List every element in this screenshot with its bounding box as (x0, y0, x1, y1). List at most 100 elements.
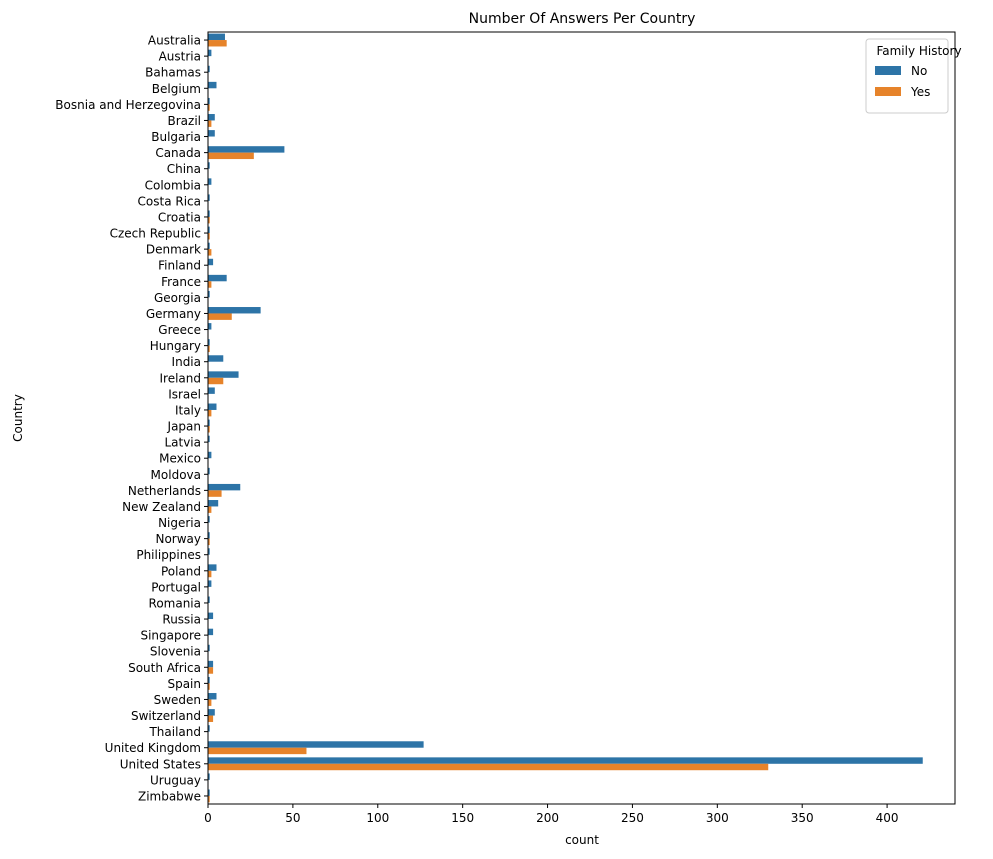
y-tick-label: Israel (168, 387, 201, 401)
y-tick-label: Germany (146, 307, 201, 321)
y-tick-label: Japan (167, 420, 201, 434)
bar (208, 120, 212, 127)
y-tick-label: Bosnia and Herzegovina (55, 98, 201, 112)
bar (208, 313, 232, 320)
bar (208, 612, 214, 620)
y-tick-label: Latvia (164, 436, 201, 450)
y-tick-label: South Africa (128, 661, 201, 675)
y-tick-label: Netherlands (128, 484, 201, 498)
bar (208, 548, 210, 555)
bar (208, 194, 210, 201)
y-tick-label: Austria (159, 50, 201, 64)
y-tick-label: Bahamas (145, 66, 201, 80)
x-tick-label: 200 (536, 811, 559, 825)
y-tick-label: China (167, 162, 201, 176)
bar (208, 387, 215, 394)
x-tick-label: 250 (621, 811, 644, 825)
x-axis-label: count (565, 833, 599, 847)
x-axis: 0 50 100 150 200 250 300 350 400 (204, 804, 899, 825)
x-tick-label: 300 (706, 811, 729, 825)
y-tick-label: Czech Republic (110, 227, 201, 241)
y-tick-label: France (161, 275, 201, 289)
bar (208, 596, 210, 603)
y-tick-label: Croatia (158, 210, 201, 224)
y-tick-label: Finland (158, 259, 201, 273)
y-tick-label: Switzerland (131, 709, 201, 723)
bar (208, 795, 210, 803)
bar (208, 789, 210, 796)
bar (208, 290, 210, 298)
y-tick-label: United Kingdom (105, 741, 201, 755)
bar (208, 403, 217, 410)
y-tick-label: Singapore (140, 629, 201, 643)
bar (208, 281, 212, 288)
x-tick-label: 0 (204, 811, 212, 825)
bar (208, 345, 210, 353)
bar (208, 40, 227, 47)
x-tick-label: 350 (791, 811, 814, 825)
bars-layer (208, 33, 923, 803)
y-tick-label: Nigeria (158, 516, 201, 530)
y-tick-label: Canada (155, 146, 201, 160)
x-tick-label: 400 (876, 811, 899, 825)
legend[interactable]: Family History No Yes (865, 38, 962, 114)
bar (208, 409, 212, 417)
y-tick-label: Zimbabwe (138, 789, 201, 803)
y-tick-label: Thailand (148, 725, 201, 739)
bar (208, 226, 210, 234)
y-tick-label: Bulgaria (151, 130, 201, 144)
y-tick-label: Belgium (152, 82, 201, 96)
bar (208, 242, 210, 250)
bar (208, 564, 217, 571)
y-tick-label: Poland (161, 564, 201, 578)
bar (208, 355, 224, 362)
bar (208, 709, 215, 716)
legend-items: No Yes (875, 64, 930, 99)
bar (208, 699, 212, 706)
bar (208, 763, 769, 771)
y-tick-label: New Zealand (122, 500, 201, 514)
y-tick-label: Costa Rica (138, 194, 201, 208)
y-tick-label: Italy (175, 403, 201, 417)
bar (208, 683, 210, 690)
y-tick-label: United States (120, 757, 201, 771)
y-tick-label: Uruguay (150, 773, 201, 787)
bar (208, 65, 210, 73)
y-tick-label: Australia (148, 34, 201, 48)
bar (208, 483, 241, 491)
bar (208, 516, 210, 523)
y-tick-label: Sweden (154, 693, 201, 707)
plot-frame (207, 31, 956, 805)
y-tick-label: Slovenia (150, 645, 201, 659)
bar (208, 490, 222, 497)
bar (208, 538, 210, 546)
legend-swatch (875, 87, 901, 96)
y-tick-label: Norway (155, 532, 201, 546)
bar (208, 693, 217, 700)
y-tick-label: Ireland (159, 371, 201, 385)
bar (208, 741, 424, 748)
y-tick-label: Moldova (151, 468, 201, 482)
y-tick-label: Greece (158, 323, 201, 337)
bar (208, 104, 210, 111)
bar (208, 660, 214, 668)
bar (208, 628, 214, 636)
y-tick-label: India (172, 355, 201, 369)
bar (208, 676, 210, 684)
y-tick-label: Romania (149, 596, 201, 610)
bar (208, 532, 210, 539)
bar (208, 757, 923, 764)
y-tick-label: Georgia (154, 291, 201, 305)
legend-title: Family History (876, 44, 961, 58)
bar (208, 426, 210, 433)
y-axis-label: Country (11, 394, 25, 442)
bar (208, 451, 212, 459)
x-tick-label: 100 (366, 811, 389, 825)
bar (208, 216, 210, 224)
bar (208, 33, 225, 41)
bar (208, 377, 224, 385)
bar (208, 162, 210, 169)
bar (208, 725, 210, 732)
